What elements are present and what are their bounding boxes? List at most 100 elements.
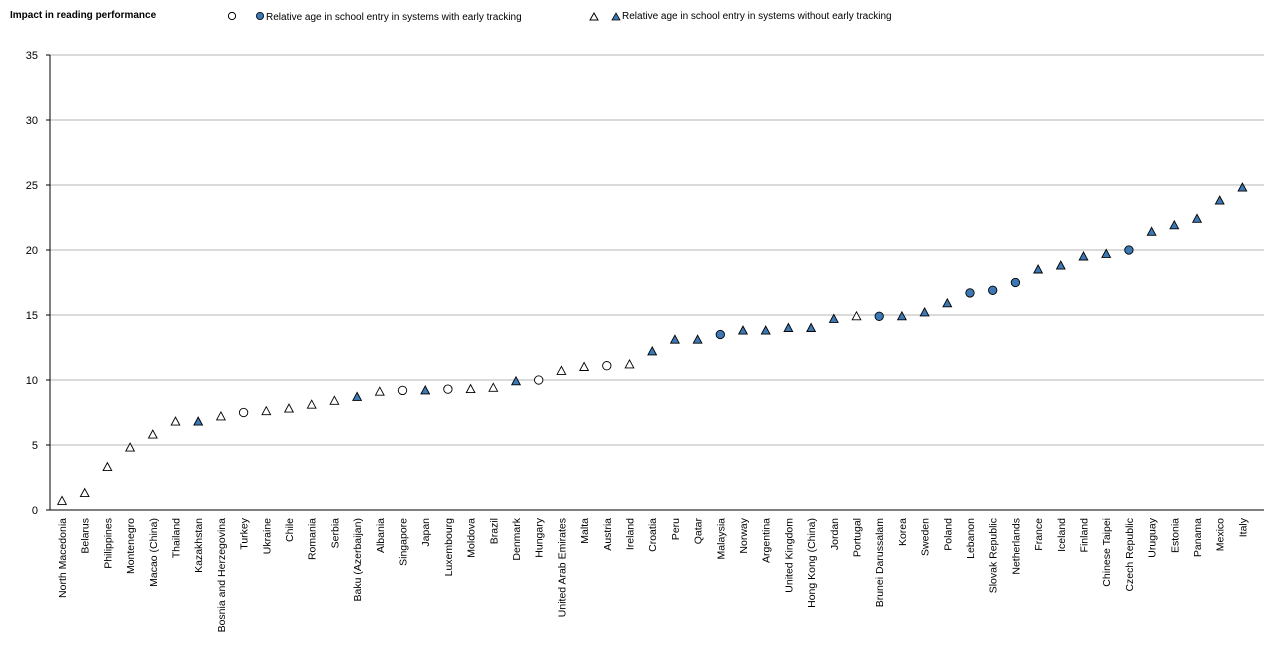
legend-filled-circle-label: Relative age in school entry in systems … <box>266 12 522 23</box>
data-point <box>1146 226 1157 236</box>
x-tick-label: Belarus <box>80 518 92 554</box>
data-point <box>215 410 226 421</box>
x-tick-label: Luxembourg <box>443 518 455 577</box>
x-tick-label: Peru <box>670 518 682 540</box>
data-point <box>1078 251 1089 261</box>
x-tick-label: Macao (China) <box>148 518 160 587</box>
data-point <box>170 416 181 426</box>
x-tick-label: Finland <box>1079 518 1091 553</box>
data-point <box>1010 277 1021 288</box>
legend-filled-triangle-label: Relative age in school entry in systems … <box>622 11 892 22</box>
data-point <box>420 384 431 395</box>
x-tick-label: Sweden <box>920 518 932 556</box>
x-tick-label: United Arab Emirates <box>556 518 568 617</box>
x-tick-label: Serbia <box>329 518 341 549</box>
data-point <box>329 395 340 405</box>
x-tick-label: Brunei Darussalam <box>874 518 886 608</box>
gridlines <box>50 54 1264 446</box>
x-tick-label: Croatia <box>647 518 659 552</box>
legend-filled-circle: Relative age in school entry in systems … <box>254 10 522 23</box>
data-point <box>1101 248 1112 258</box>
data-point <box>283 403 295 413</box>
x-tick-label: Chinese Taipei <box>1101 518 1113 587</box>
x-tick-label: Baku (Azerbaijan) <box>352 518 364 601</box>
data-point <box>919 306 930 317</box>
x-tick-label: Japan <box>420 518 432 547</box>
data-point <box>374 386 385 396</box>
x-tick-label: Ireland <box>625 518 637 550</box>
legend-filled-triangle: Relative age in school entry in systems … <box>610 10 892 22</box>
legend-open-circle <box>226 10 238 23</box>
data-point <box>1169 219 1180 230</box>
y-tick-label: 15 <box>26 310 38 322</box>
data-point <box>988 285 998 295</box>
data-point <box>760 325 771 335</box>
data-point <box>147 429 158 439</box>
x-tick-label: Hungary <box>534 517 546 557</box>
y-tick-label: 10 <box>26 375 38 387</box>
x-tick-label: Argentina <box>761 518 773 563</box>
data-point <box>193 416 204 426</box>
data-point <box>942 297 953 308</box>
x-tick-label: Turkey <box>239 517 251 549</box>
data-point <box>715 329 725 340</box>
legend-filled-circle-icon <box>256 12 264 20</box>
x-tick-label: Mexico <box>1215 518 1227 551</box>
data-point <box>56 495 68 505</box>
y-tick-label: 25 <box>26 180 38 192</box>
x-tick-label: Singapore <box>398 518 410 566</box>
data-point <box>1055 260 1066 270</box>
x-tick-label: Qatar <box>693 518 705 545</box>
x-tick-label: Uruguay <box>1147 517 1159 557</box>
x-tick-label: Bosnia and Herzegovina <box>216 518 228 633</box>
y-tick-label: 5 <box>32 440 38 452</box>
x-tick-label: Austria <box>602 518 614 551</box>
data-point <box>102 461 113 472</box>
data-point <box>579 361 590 371</box>
x-tick-label: North Macedonia <box>57 518 69 598</box>
legend-open-circle-icon <box>227 11 237 21</box>
data-point <box>851 310 862 321</box>
data-point <box>1124 245 1134 255</box>
data-point <box>443 384 453 394</box>
x-tick-label: Malaysia <box>715 518 727 560</box>
x-tick-label: Ukraine <box>261 518 273 554</box>
x-tick-label: Philippines <box>102 518 114 569</box>
x-tick-label: Malta <box>579 518 591 544</box>
y-axis-title: Impact in reading performance <box>10 10 157 21</box>
data-point <box>965 288 975 298</box>
data-point <box>783 322 794 332</box>
data-point <box>624 358 635 369</box>
y-tick-label: 35 <box>26 50 38 62</box>
legend-open-triangle-icon <box>589 11 599 21</box>
x-tick-label: Portugal <box>852 518 864 557</box>
y-tick-label: 20 <box>26 245 38 257</box>
x-tick-label: Thailand <box>171 518 183 558</box>
x-tick-label: Moldova <box>466 518 478 558</box>
x-tick-label: Estonia <box>1169 518 1181 553</box>
x-tick-label: Chile <box>284 518 296 542</box>
legend-open-triangle <box>588 10 600 22</box>
data-point <box>1033 264 1044 274</box>
data-point <box>238 407 249 418</box>
x-tick-label: Hong Kong (China) <box>806 518 818 608</box>
data-point <box>261 405 272 416</box>
data-point <box>306 399 317 409</box>
x-tick-label: Romania <box>307 518 319 560</box>
y-tick-label: 30 <box>26 115 38 127</box>
x-tick-label: Denmark <box>511 517 523 560</box>
data-point <box>828 313 839 323</box>
data-point <box>465 383 476 394</box>
data-point <box>125 442 136 452</box>
data-point <box>79 487 90 498</box>
data-point <box>488 382 499 392</box>
x-tick-label: Albania <box>375 518 387 553</box>
data-point <box>896 310 907 321</box>
x-tick-label: Poland <box>942 518 954 551</box>
x-tick-label: United Kingdom <box>783 518 795 593</box>
x-tick-label: Montenegro <box>125 518 137 574</box>
x-tick-label: France <box>1033 518 1045 551</box>
data-point <box>647 345 658 356</box>
data-point <box>806 322 817 332</box>
